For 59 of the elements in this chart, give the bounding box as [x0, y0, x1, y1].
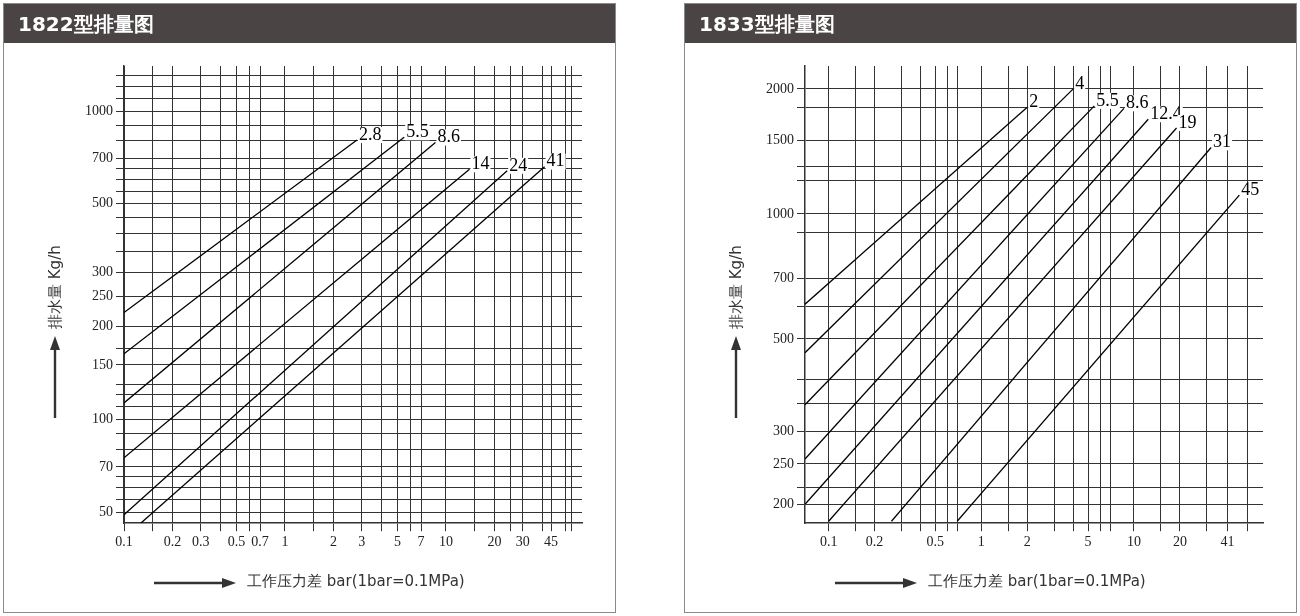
y-tick-label: 250	[773, 455, 794, 471]
x-tick-label: 0.5	[227, 534, 246, 550]
x-tick-label: 0.5	[926, 534, 945, 550]
y-tick-label: 70	[99, 458, 113, 474]
x-tick-label: 2	[1023, 534, 1031, 550]
y-tick-label: 2000	[766, 80, 794, 96]
x-tick-label: 0.3	[192, 534, 210, 550]
y-tick-label: 1000	[766, 205, 794, 221]
x-tick-label: 45	[544, 534, 559, 550]
x-tick-label: 7	[417, 534, 425, 550]
y-axis-title: 排水量 Kg/h	[46, 245, 65, 329]
y-tick-label: 200	[92, 318, 113, 334]
x-tick-label: 1	[281, 534, 289, 550]
series-label: 2	[1029, 90, 1039, 111]
series-label: 5.5	[406, 121, 429, 142]
series-label: 5.5	[1096, 89, 1119, 110]
x-tick-label: 10	[1126, 534, 1141, 550]
y-tick-label: 200	[773, 495, 794, 511]
series-label: 8.6	[1125, 92, 1149, 113]
x-axis-title: 工作压力差 bar(1bar=0.1MPa)	[928, 572, 1146, 591]
series-label: 31	[1213, 131, 1232, 152]
y-tick-label: 50	[99, 503, 113, 519]
x-tick-label: 0.7	[251, 534, 269, 550]
series-label: 2.8	[358, 123, 382, 144]
x-tick-label: 0.1	[819, 534, 838, 550]
y-tick-label: 150	[92, 356, 113, 372]
x-tick-label: 5	[394, 534, 401, 550]
x-tick-label: 5	[1084, 534, 1092, 550]
y-tick-label: 1000	[85, 102, 113, 118]
x-tick-label: 41	[1220, 534, 1235, 550]
y-axis-title: 排水量 Kg/h	[727, 245, 746, 329]
y-tick-label: 700	[773, 269, 794, 285]
x-tick-label: 0.2	[163, 534, 182, 550]
series-label: 24	[509, 154, 528, 175]
x-tick-label: 0.1	[115, 534, 133, 550]
y-tick-label: 1500	[766, 132, 794, 148]
y-tick-label: 300	[92, 263, 113, 279]
x-tick-label: 20	[1172, 534, 1187, 550]
series-label: 8.6	[437, 126, 460, 147]
x-tick-label: 3	[358, 534, 366, 550]
y-tick-label: 700	[92, 150, 113, 166]
series-label: 41	[546, 150, 565, 171]
x-tick-label: 2	[329, 534, 337, 550]
y-tick-label: 100	[92, 410, 113, 426]
x-tick-label: 20	[487, 534, 502, 550]
x-axis-title: 工作压力差 bar(1bar=0.1MPa)	[247, 572, 465, 591]
chart-title: 1833型排量图	[699, 11, 835, 38]
series-label: 4	[1075, 72, 1085, 93]
y-tick-label: 250	[92, 288, 113, 304]
x-tick-label: 10	[438, 534, 453, 550]
x-tick-label: 1	[977, 534, 985, 550]
x-tick-label: 30	[515, 534, 530, 550]
chart-title: 1822型排量图	[18, 11, 154, 38]
x-tick-label: 0.2	[865, 534, 884, 550]
series-label: 45	[1241, 178, 1260, 199]
series-label: 14	[471, 153, 490, 174]
y-tick-label: 500	[92, 195, 113, 211]
y-tick-label: 300	[773, 422, 794, 438]
y-tick-label: 500	[773, 330, 794, 346]
